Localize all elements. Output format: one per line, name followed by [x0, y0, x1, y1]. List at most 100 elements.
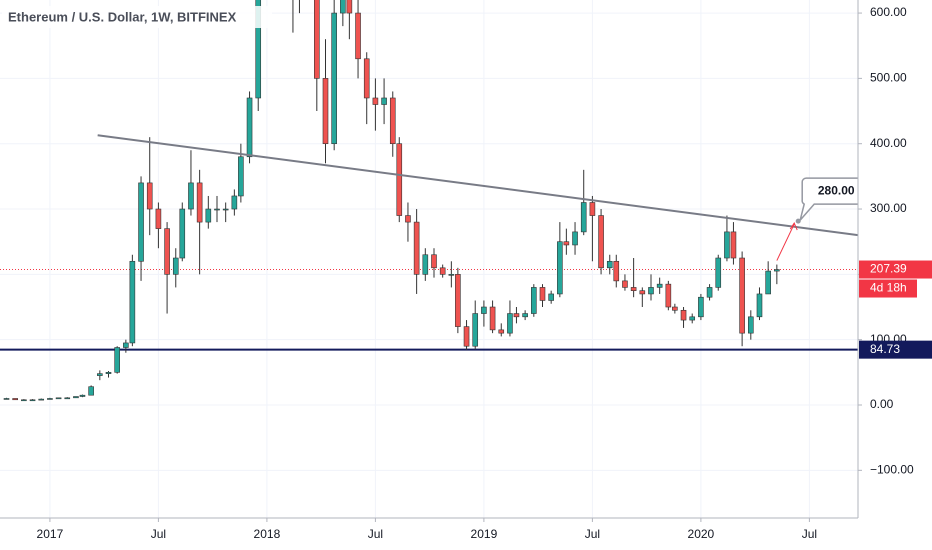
candle-body: [756, 293, 763, 318]
candle-body: [531, 287, 537, 314]
candle-body: [739, 257, 745, 334]
candle-body: [355, 12, 361, 60]
candle-body: [138, 182, 144, 262]
candle-body: [346, 0, 353, 14]
candle-body: [489, 306, 496, 331]
callout-label: 280.00: [818, 183, 855, 197]
candle-body: [724, 231, 730, 259]
candle-body: [238, 156, 244, 197]
candle-body: [413, 221, 420, 275]
chart-title: Ethereum / U.S. Dollar, 1W, BITFINEX: [8, 9, 237, 24]
candle-body: [613, 260, 620, 282]
current-price-label: 207.39: [870, 262, 907, 276]
callout-arrow: [776, 223, 795, 261]
candle-body: [513, 313, 520, 318]
candle-body: [498, 329, 505, 334]
candle-body: [439, 267, 446, 275]
trendline: [97, 134, 858, 237]
candle-body: [155, 208, 162, 229]
candle-body: [630, 287, 637, 291]
candle-body: [64, 397, 71, 400]
axes: 600.00500.00400.00300.00200.00100.000.00…: [37, 5, 932, 541]
candle-body: [422, 254, 429, 275]
candle-body: [123, 342, 129, 348]
candle-body: [55, 397, 62, 400]
x-tick-label: 2018: [254, 527, 281, 541]
countdown-label: 4d 18h: [870, 281, 907, 295]
candle-body: [331, 12, 337, 145]
candle-body: [114, 347, 120, 373]
candle-body: [3, 398, 10, 400]
candle-body: [463, 326, 470, 347]
candle-body: [231, 195, 238, 210]
candle-body: [563, 241, 570, 246]
candle-body: [765, 270, 771, 295]
candle-body: [88, 386, 94, 396]
candle-body: [639, 290, 646, 295]
candle-body: [47, 398, 53, 400]
candle-body: [38, 398, 45, 401]
candle-body: [214, 208, 220, 211]
candle-body: [748, 316, 754, 334]
candle-body: [598, 215, 604, 269]
candle-body: [730, 231, 737, 259]
y-tick-label: 500.00: [870, 71, 907, 85]
candle-body: [706, 287, 713, 298]
candle-body: [431, 254, 437, 269]
candle-body: [205, 208, 212, 223]
candle-body: [372, 97, 379, 105]
current-price-box: [859, 260, 932, 279]
candle-body: [580, 202, 587, 233]
candle-body: [164, 228, 170, 275]
candle-body: [314, 0, 320, 79]
candle-body: [539, 287, 546, 301]
candle-body: [12, 398, 18, 401]
candle-body: [622, 280, 628, 288]
candle-body: [322, 78, 329, 145]
candle-body: [656, 283, 663, 288]
candle-body: [455, 274, 461, 327]
candle-body: [774, 269, 780, 272]
candle-body: [79, 394, 86, 397]
candle-body: [29, 399, 36, 402]
candle-body: [179, 208, 186, 259]
candle-body: [689, 316, 696, 321]
callout-box: [799, 177, 858, 221]
candle-body: [381, 97, 387, 105]
candle-body: [672, 306, 678, 311]
plot-area: 280.00: [0, 0, 858, 402]
candle-body: [715, 257, 722, 288]
candle-body: [680, 309, 687, 321]
candle-body: [481, 306, 487, 314]
candle-body: [572, 231, 578, 246]
callout-arrow-head: [789, 222, 798, 231]
candle-body: [389, 97, 396, 145]
candle-body: [105, 372, 112, 374]
candle-body: [548, 293, 554, 301]
y-tick-label: 400.00: [870, 136, 907, 150]
candle-body: [21, 399, 27, 402]
y-tick-label: 600.00: [870, 5, 907, 19]
candle-body: [448, 274, 455, 276]
candle-body: [606, 260, 613, 269]
candle-body: [363, 58, 370, 99]
x-tick-label: 2017: [37, 527, 64, 541]
candle-body: [246, 97, 253, 158]
candle-body: [97, 373, 103, 376]
y-tick-label: −100.00: [870, 462, 914, 476]
candle-body: [396, 143, 403, 216]
x-tick-label: Jul: [368, 527, 383, 541]
candle-body: [129, 260, 136, 344]
candle-body: [648, 287, 654, 295]
support-price-box: [859, 340, 932, 359]
candle-body: [196, 182, 203, 223]
candle-body: [472, 313, 479, 347]
candle-body: [507, 313, 513, 334]
title-bg: [2, 6, 272, 28]
y-tick-label: 300.00: [870, 201, 907, 215]
x-tick-label: Jul: [585, 527, 600, 541]
x-tick-label: 2019: [471, 527, 498, 541]
candle-body: [665, 283, 672, 308]
candle-body: [589, 202, 596, 216]
